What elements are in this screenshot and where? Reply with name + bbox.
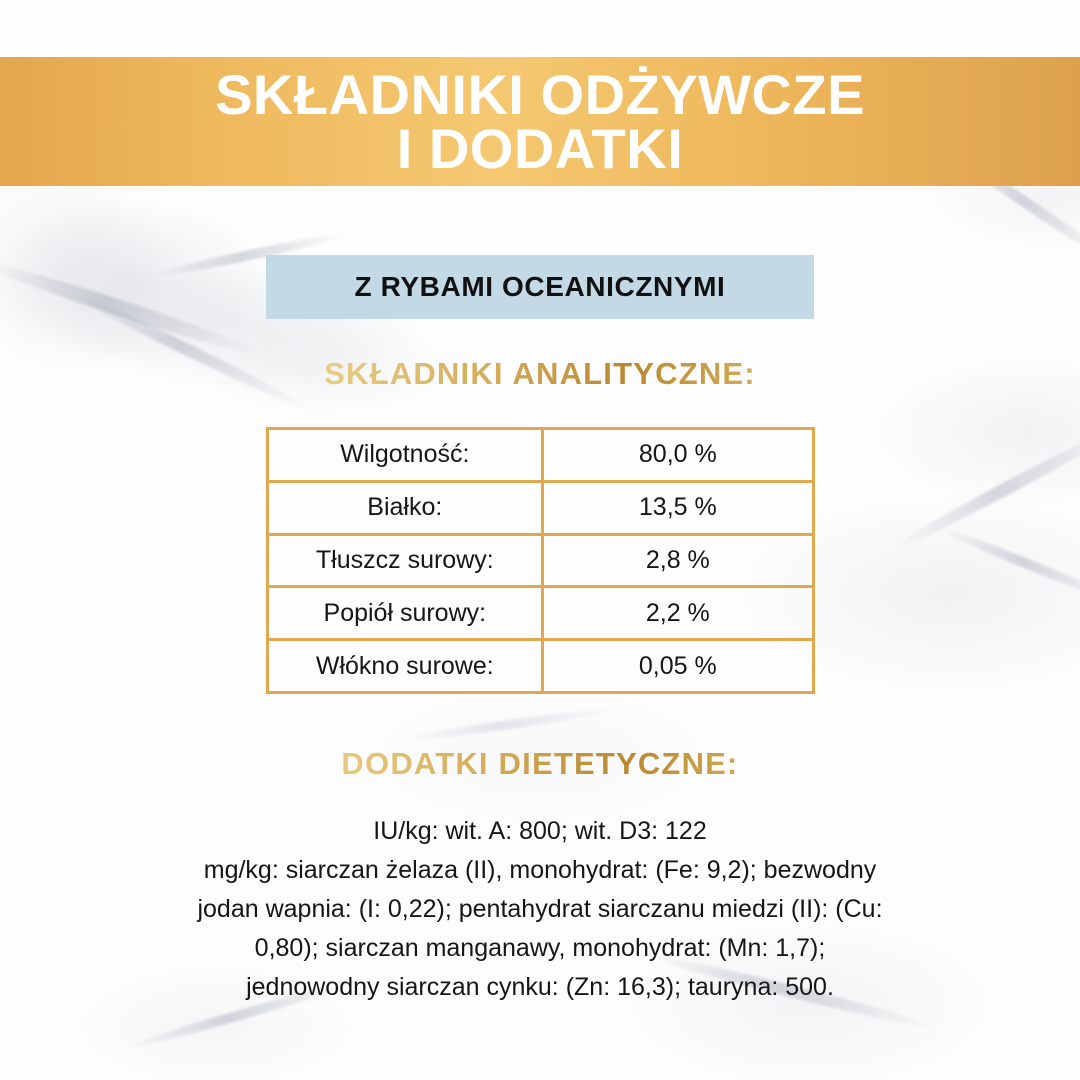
table-cell-label: Białko:	[266, 479, 544, 536]
variant-label: Z RYBAMI OCEANICZNYMI	[354, 271, 726, 302]
table-cell-value: 2,2 %	[540, 585, 816, 642]
table-cell-label: Popiół surowy:	[266, 585, 544, 642]
table-cell-value: 2,8 %	[540, 532, 816, 589]
analytical-section-heading: SKŁADNIKI ANALITYCZNE:	[0, 356, 1080, 392]
additives-line: 0,80); siarczan manganawy, monohydrat: (…	[254, 934, 826, 962]
additives-line: jednowodny siarczan cynku: (Zn: 16,3); t…	[246, 973, 834, 1001]
additives-line: jodan wapnia: (I: 0,22); pentahydrat sia…	[197, 895, 883, 923]
table-row: Białko: 13,5 %	[266, 479, 816, 536]
table-cell-label: Tłuszcz surowy:	[266, 532, 544, 589]
variant-badge: Z RYBAMI OCEANICZNYMI	[266, 255, 814, 319]
marble-vein-decoration	[935, 522, 1080, 608]
table-cell-value: 80,0 %	[540, 427, 816, 483]
table-cell-label: Włókno surowe:	[266, 638, 544, 694]
additives-paragraph: IU/kg: wit. A: 800; wit. D3: 122 mg/kg: …	[0, 812, 1080, 1007]
marble-vein-decoration	[0, 254, 266, 362]
header-banner: SKŁADNIKI ODŻYWCZE I DODATKI	[0, 57, 1080, 186]
analytical-constituents-table: Wilgotność: 80,0 % Białko: 13,5 % Tłuszc…	[266, 427, 816, 694]
table-cell-value: 13,5 %	[540, 479, 816, 536]
page-title: SKŁADNIKI ODŻYWCZE I DODATKI	[215, 66, 865, 180]
table-row: Tłuszcz surowy: 2,8 %	[266, 532, 816, 589]
marble-vein-decoration	[892, 419, 1080, 554]
table-row: Włókno surowe: 0,05 %	[266, 638, 816, 694]
table-cell-value: 0,05 %	[540, 638, 816, 694]
marble-vein-decoration	[400, 704, 620, 745]
additives-section-heading: DODATKI DIETETYCZNE:	[0, 746, 1080, 782]
table-cell-label: Wilgotność:	[266, 427, 544, 483]
page-title-line-1: SKŁADNIKI ODŻYWCZE	[215, 62, 865, 126]
additives-line: IU/kg: wit. A: 800; wit. D3: 122	[373, 817, 707, 845]
page-title-line-2: I DODATKI	[396, 116, 684, 180]
additives-line: mg/kg: siarczan żelaza (II), monohydrat:…	[203, 856, 877, 884]
table-row: Popiół surowy: 2,2 %	[266, 585, 816, 642]
table-row: Wilgotność: 80,0 %	[266, 427, 816, 483]
